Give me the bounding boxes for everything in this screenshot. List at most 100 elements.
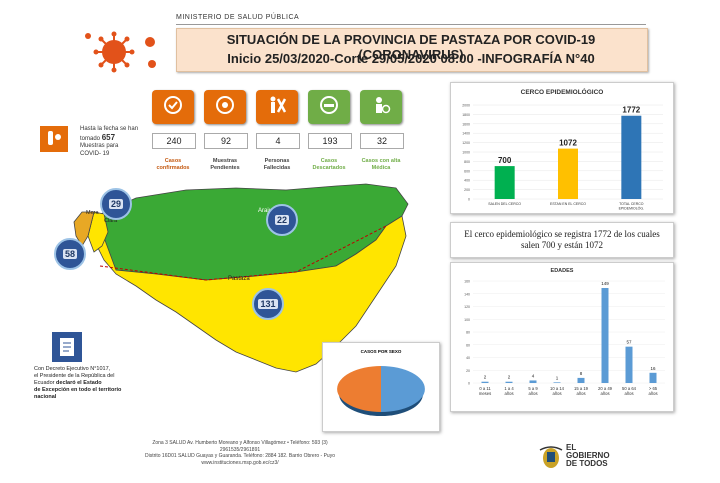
document-icon xyxy=(52,332,82,362)
stat-tile-4 xyxy=(360,90,402,124)
decree-line4: de Excepción en todo el territorio xyxy=(34,387,122,393)
cerco-ytick: 1600 xyxy=(462,122,470,126)
ages-category-label: 0 a 11 xyxy=(479,386,491,391)
ages-value-label: 8 xyxy=(580,371,583,376)
count-arajuno: 22 xyxy=(274,215,289,225)
ages-value-label: 2 xyxy=(484,375,487,380)
tests-line2: tomado xyxy=(80,135,101,142)
stat-label-0: Casos confirmados xyxy=(145,158,201,172)
ages-ytick: 60 xyxy=(466,343,470,347)
test-tube-icon xyxy=(40,126,68,152)
stat-label-line1-1: Muestras xyxy=(212,158,238,164)
stat-label-line2-2: Fallecidas xyxy=(263,165,291,171)
fence-note: El cerco epidemiológico se registra 1772… xyxy=(464,229,660,250)
count-bubble-arajuno: 22 xyxy=(266,204,298,236)
ages-value-label: 16 xyxy=(650,366,656,371)
ages-title: EDADES xyxy=(551,268,574,274)
decree-line1: Con Decreto Ejecutivo N°1017, xyxy=(34,366,111,372)
ages-ytick: 140 xyxy=(464,292,470,296)
ages-ytick: 40 xyxy=(466,356,470,360)
tests-line4: COVID- 19 xyxy=(80,150,110,157)
coat-of-arms-icon xyxy=(539,446,563,468)
sex-pie-panel: CASOS POR SEXO xyxy=(322,342,440,432)
gov-line2: GOBIERNO xyxy=(566,451,610,460)
cerco-ytick: 1000 xyxy=(462,151,470,155)
cerco-bar xyxy=(621,115,642,199)
ages-value-label: 149 xyxy=(601,281,609,286)
cerco-ytick: 0 xyxy=(468,198,470,202)
count-pastaza: 131 xyxy=(258,299,278,309)
ages-ytick: 100 xyxy=(464,318,470,322)
virus-icon xyxy=(85,31,156,73)
cerco-category-label: EPIDEMIOLÓG. xyxy=(619,206,645,211)
ages-ytick: 0 xyxy=(468,382,470,386)
stat-tile-0 xyxy=(152,90,194,124)
count-bubble-mera-top: 29 xyxy=(100,188,132,220)
ages-bar xyxy=(625,346,633,383)
sex-pie-chart xyxy=(337,366,425,416)
ages-bar xyxy=(481,381,489,383)
tests-line1: Hasta la fecha se han xyxy=(80,126,139,132)
check-icon xyxy=(163,95,183,120)
stat-label-line1-0: Casos xyxy=(164,158,182,164)
ages-category-label: > 65 xyxy=(649,386,658,391)
footer-line4: www.instituciones.msp.gob.ec/cz3/ xyxy=(201,459,279,466)
ages-bar xyxy=(553,382,561,383)
stat-tile-1 xyxy=(204,90,246,124)
cerco-ytick: 1200 xyxy=(462,141,470,145)
pie-title: CASOS POR SEXO xyxy=(360,349,402,354)
ages-category-unit: años xyxy=(552,391,561,396)
ages-category-unit: años xyxy=(504,391,513,396)
label-mera: Mera xyxy=(86,210,99,216)
pie-slice-orange xyxy=(337,366,381,412)
footer-line1: Zona 3 SALUD Av. Humberto Moreano y Alfo… xyxy=(152,440,328,446)
pie-slice-blue xyxy=(381,366,425,412)
ages-value-label: 4 xyxy=(532,373,535,378)
cerco-value-label: 700 xyxy=(498,156,512,165)
ministry-name: MINISTERIO DE SALUD PÚBLICA xyxy=(176,14,300,21)
footer: Zona 3 SALUD Av. Humberto Moreano y Alfo… xyxy=(90,440,390,466)
stat-label-line2-4: Médica xyxy=(371,165,391,171)
stat-label-line1-4: Casos con alta xyxy=(361,158,401,164)
count-bubble-pastaza: 131 xyxy=(252,288,284,320)
border-line xyxy=(99,225,387,281)
stat-label-line1-2: Personas xyxy=(264,158,290,164)
cerco-bar xyxy=(558,148,578,199)
ages-category-label: 20 a 49 xyxy=(598,386,613,391)
ages-category-unit: años xyxy=(528,391,537,396)
footer-line3: Distrito 16D01 SALUD Guayas y Guaranda. … xyxy=(144,453,335,459)
page-title: SITUACIÓN DE LA PROVINCIA DE PASTAZA POR… xyxy=(226,32,596,62)
cerco-title: CERCO EPIDEMIOLÓGICO xyxy=(521,87,604,96)
decree-line2: el Presidente de la República del xyxy=(34,373,115,379)
cerco-chart: CERCO EPIDEMIOLÓGICO 0 200 400 600 800 1000 120… xyxy=(462,87,663,211)
discharge-icon xyxy=(371,95,391,120)
stat-tile-3 xyxy=(308,90,350,124)
page-subtitle: Inicio 25/03/2020-Corte 29/05/2020 08:00… xyxy=(227,51,595,66)
decree-line3-bold: declaró el Estado xyxy=(56,380,102,386)
cerco-ytick: 600 xyxy=(464,169,470,173)
tests-info: Hasta la fecha se han tomado 657 Muestra… xyxy=(80,126,152,158)
ages-category-label: 5 a 9 xyxy=(528,386,538,391)
ages-category-label: 1 a 4 xyxy=(504,386,514,391)
label-pastaza: Pastaza xyxy=(228,276,250,282)
ages-bar xyxy=(529,380,537,383)
ages-category-label: 10 a 14 xyxy=(550,386,565,391)
count-mera-top: 29 xyxy=(108,199,123,209)
count-bubble-west: 58 xyxy=(54,238,86,270)
ages-category-unit: años xyxy=(576,391,585,396)
province-map xyxy=(73,183,409,373)
ages-ytick: 80 xyxy=(466,331,470,335)
tests-count: 657 xyxy=(101,132,116,142)
tests-line3: Muestras para xyxy=(80,143,119,149)
cerco-bar xyxy=(494,166,515,199)
ages-category-unit: años xyxy=(624,391,633,396)
ages-bar xyxy=(601,288,609,383)
ages-ytick: 120 xyxy=(464,305,470,309)
ages-category-unit: años xyxy=(648,391,657,396)
count-west: 58 xyxy=(62,249,77,259)
cerco-value-label: 1072 xyxy=(559,139,577,148)
minus-icon xyxy=(319,95,339,120)
cerco-value-label: 1772 xyxy=(622,106,640,115)
cerco-category-label: ESTAN EN EL CERCO xyxy=(550,202,586,206)
